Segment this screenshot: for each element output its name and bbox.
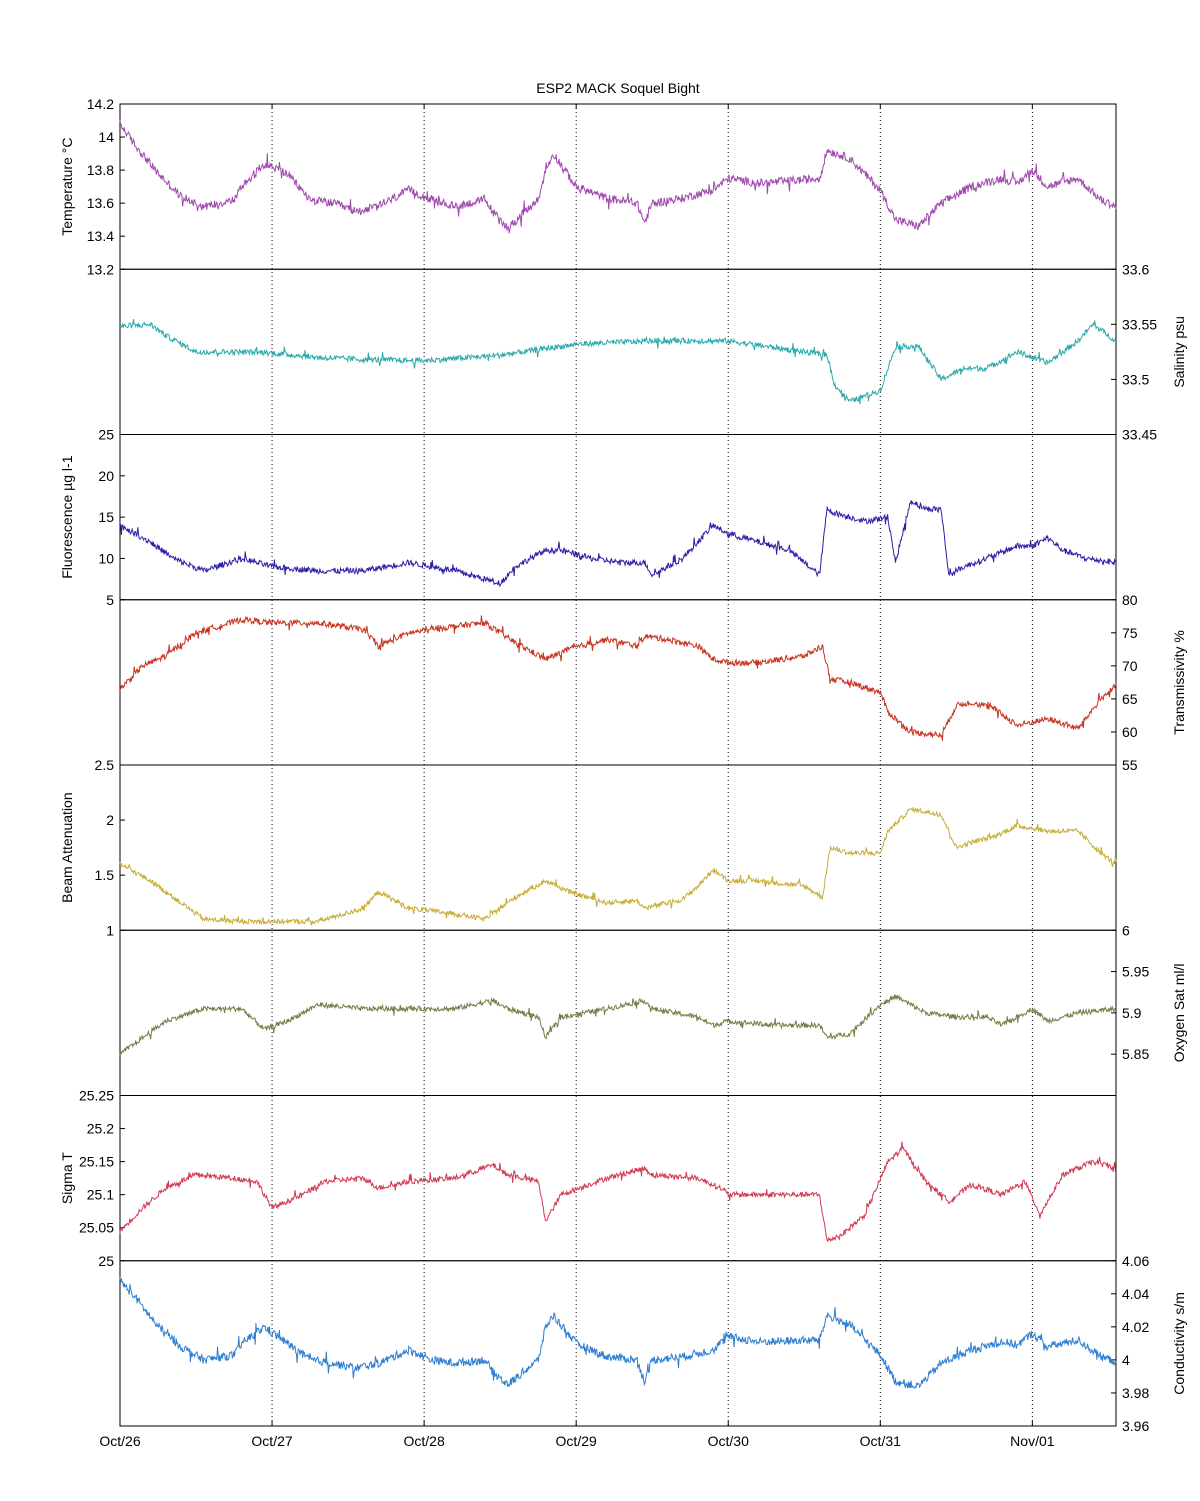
y-tick-label: 25.2: [87, 1121, 114, 1137]
y-tick-label: 6: [1122, 922, 1130, 938]
x-tick-label: Oct/31: [860, 1433, 901, 1449]
x-tick-label: Oct/26: [99, 1433, 140, 1449]
y-tick-label: 13.6: [87, 195, 114, 211]
y-tick-label: 13.4: [87, 228, 114, 244]
y-tick-label: 13.2: [87, 261, 114, 277]
y-tick-label: 4.04: [1122, 1286, 1149, 1302]
x-axis-tick-labels: Oct/26 Oct/27 Oct/28 Oct/29 Oct/30 Oct/31 Nov/…: [99, 104, 1055, 1449]
x-tick-label: Oct/28: [403, 1433, 444, 1449]
x-tick-label: Nov/01: [1010, 1433, 1055, 1449]
y-tick-label: 3.96: [1122, 1418, 1149, 1434]
y-tick-label: 4: [1122, 1352, 1130, 1368]
panel-frame: [119, 1260, 1117, 1427]
y-tick-label: 25.1: [87, 1187, 114, 1203]
y-tick-label: 14: [98, 129, 114, 145]
y-tick-label: 5.9: [1122, 1005, 1142, 1021]
y-tick-label: 25.05: [79, 1220, 114, 1236]
chart-title: ESP2 MACK Soquel Bight: [536, 80, 700, 96]
y-axis-label: Conductivity s/m: [1171, 1292, 1187, 1395]
y-tick-label: 25.15: [79, 1154, 114, 1170]
y-tick-label: 4.02: [1122, 1319, 1149, 1335]
y-tick-label: 33.45: [1122, 427, 1157, 443]
y-tick-label: 5.85: [1122, 1046, 1149, 1062]
y-tick-label: 55: [1122, 757, 1138, 773]
y-tick-label: 13.8: [87, 162, 114, 178]
y-tick-label: 80: [1122, 592, 1138, 608]
y-tick-label: 33.6: [1122, 261, 1149, 277]
y-axis-label: Oxygen Sat ml/l: [1171, 963, 1187, 1062]
series-line-salinity: [119, 319, 1117, 405]
y-axis-label: Salinity psu: [1171, 316, 1187, 388]
y-axis-label: Beam Attenuation: [59, 792, 75, 903]
y-tick-label: 25.25: [79, 1088, 114, 1104]
y-tick-label: 5: [106, 592, 114, 608]
x-tick-label: Oct/27: [251, 1433, 292, 1449]
y-axis-label: Fluorescence µg l-1: [59, 455, 75, 578]
x-tick-label: Oct/30: [708, 1433, 749, 1449]
y-tick-label: 1: [106, 922, 114, 938]
y-tick-label: 20: [98, 468, 114, 484]
panel-conductivity: 3.96 3.98 4 4.02 4.04 4.06 Conductivity s/m: [119, 1253, 1187, 1434]
y-tick-label: 70: [1122, 658, 1138, 674]
x-tick-label: Oct/29: [556, 1433, 597, 1449]
y-tick-label: 15: [98, 509, 114, 525]
y-tick-label: 33.55: [1122, 316, 1157, 332]
y-tick-label: 25: [98, 427, 114, 443]
y-tick-label: 5.95: [1122, 964, 1149, 980]
y-tick-label: 65: [1122, 691, 1138, 707]
y-tick-label: 3.98: [1122, 1385, 1149, 1401]
y-tick-label: 1.5: [95, 867, 115, 883]
panel-oxygen-sat: 5.85 5.9 5.95 6 Oxygen Sat ml/l: [119, 922, 1187, 1096]
y-tick-label: 33.5: [1122, 371, 1149, 387]
y-tick-label: 2.5: [95, 757, 115, 773]
y-axis-label: Sigma T: [59, 1152, 75, 1204]
panel-beam-attenuation: 1 1.5 2 2.5 Beam Attenuation: [59, 757, 1117, 938]
y-tick-label: 10: [98, 550, 114, 566]
y-tick-label: 60: [1122, 724, 1138, 740]
y-tick-label: 2: [106, 812, 114, 828]
y-tick-label: 75: [1122, 625, 1138, 641]
series-line-temperature: [119, 120, 1117, 234]
vertical-day-grid: [271, 104, 1033, 1426]
panel-temperature: 13.2 13.4 13.6 13.8 14 14.2 Temperature °C: [59, 96, 1117, 277]
series-line-conductivity: [119, 1277, 1117, 1390]
y-tick-label: 25: [98, 1253, 114, 1269]
y-axis-label: Temperature °C: [59, 138, 75, 236]
y-tick-label: 14.2: [87, 96, 114, 112]
series-line-beam-attenuation: [119, 807, 1117, 926]
series-line-transmissivity: [119, 615, 1117, 741]
series-line-oxygen-sat: [119, 994, 1117, 1056]
y-axis-label: Transmissivity %: [1171, 630, 1187, 735]
y-tick-label: 4.06: [1122, 1253, 1149, 1269]
series-line-sigma-t: [119, 1141, 1117, 1243]
series-line-fluorescence: [119, 500, 1117, 588]
